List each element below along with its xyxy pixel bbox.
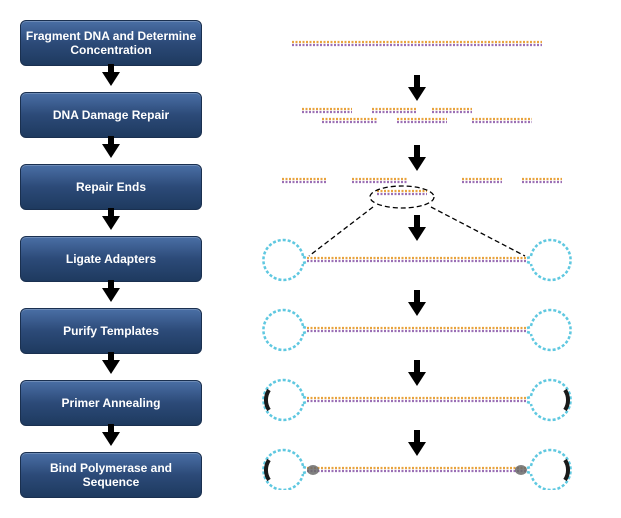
- step-ligate-adapters: Ligate Adapters: [20, 236, 202, 282]
- step-label: Purify Templates: [63, 324, 159, 338]
- step-primer-annealing: Primer Annealing: [20, 380, 202, 426]
- step-label: Repair Ends: [76, 180, 146, 194]
- arrow-icon: [102, 144, 120, 158]
- step-label: Ligate Adapters: [66, 252, 156, 266]
- arrow-icon: [102, 216, 120, 230]
- arrow-icon: [102, 432, 120, 446]
- arrow-icon: [102, 288, 120, 302]
- workflow-steps: Fragment DNA and Determine Concentration…: [20, 20, 202, 498]
- dna-workflow-diagram: [232, 20, 602, 490]
- step-repair-ends: Repair Ends: [20, 164, 202, 210]
- step-fragment-dna: Fragment DNA and Determine Concentration: [20, 20, 202, 66]
- step-damage-repair: DNA Damage Repair: [20, 92, 202, 138]
- step-label: Fragment DNA and Determine Concentration: [21, 29, 201, 58]
- step-label: DNA Damage Repair: [53, 108, 169, 122]
- arrow-icon: [102, 360, 120, 374]
- step-purify-templates: Purify Templates: [20, 308, 202, 354]
- step-label: Primer Annealing: [62, 396, 161, 410]
- arrow-icon: [102, 72, 120, 86]
- step-bind-polymerase: Bind Polymerase and Sequence: [20, 452, 202, 498]
- diagram-panel: [232, 20, 602, 490]
- step-label: Bind Polymerase and Sequence: [21, 461, 201, 490]
